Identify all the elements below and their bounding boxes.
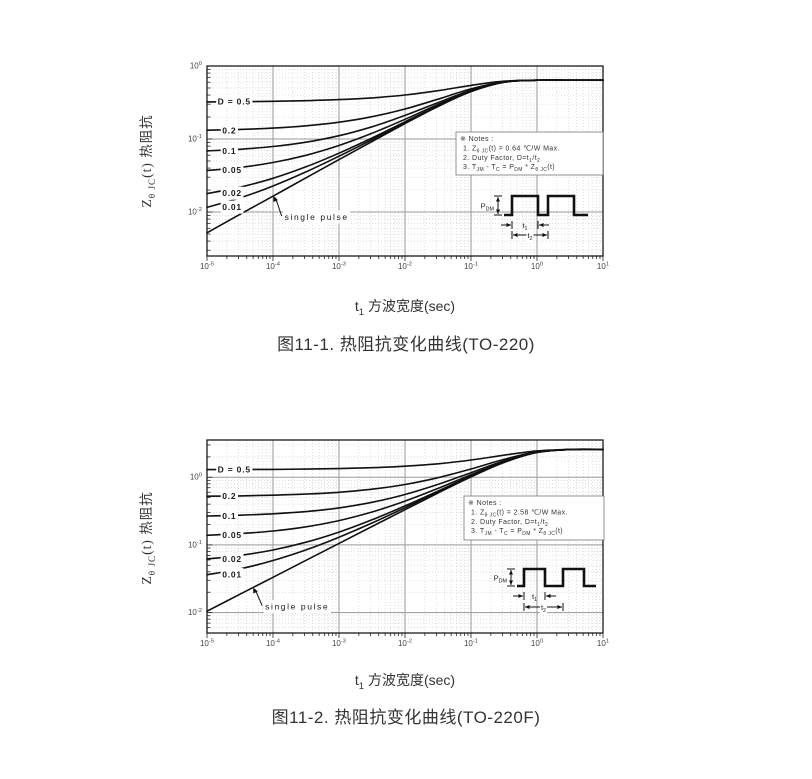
svg-text:0.2: 0.2 <box>222 491 236 501</box>
svg-text:10-3: 10-3 <box>332 262 346 271</box>
svg-text:101: 101 <box>597 639 609 648</box>
svg-text:single pulse: single pulse <box>265 602 329 612</box>
svg-text:10-2: 10-2 <box>188 608 202 617</box>
svg-text:PDM: PDM <box>494 574 508 585</box>
svg-text:0.01: 0.01 <box>222 570 242 580</box>
svg-text:100: 100 <box>190 472 202 481</box>
svg-text:10-1: 10-1 <box>464 262 478 271</box>
thermal-impedance-chart-to220: 10-5 10-4 10-3 10-2 10-1 100 101 100 10-1 10-2 D =… <box>188 61 609 271</box>
svg-text:10-1: 10-1 <box>464 639 478 648</box>
svg-text:0.01: 0.01 <box>222 202 242 212</box>
svg-text:3. TJM - TC = PDM * Zθ JC(t): 3. TJM - TC = PDM * Zθ JC(t) <box>463 164 555 173</box>
svg-text:※ Notes :: ※ Notes : <box>460 136 494 143</box>
svg-text:1. Zθ JC(t) = 0.64 ℃/W Max.: 1. Zθ JC(t) = 0.64 ℃/W Max. <box>463 145 560 154</box>
svg-text:0.1: 0.1 <box>222 511 236 521</box>
svg-text:D = 0.5: D = 0.5 <box>218 96 251 106</box>
svg-text:※ Notes :: ※ Notes : <box>468 500 502 507</box>
svg-text:t2: t2 <box>527 231 532 242</box>
svg-text:100: 100 <box>531 262 543 271</box>
svg-text:100: 100 <box>190 61 202 70</box>
svg-text:10-2: 10-2 <box>398 639 412 648</box>
svg-text:10-1: 10-1 <box>188 540 202 549</box>
svg-text:10-4: 10-4 <box>266 639 281 648</box>
svg-text:100: 100 <box>531 639 543 648</box>
svg-text:3. TJM - TC = PDM * Zθ JC(t): 3. TJM - TC = PDM * Zθ JC(t) <box>471 528 563 537</box>
svg-text:t1: t1 <box>532 592 537 603</box>
svg-text:0.02: 0.02 <box>222 554 242 564</box>
svg-text:t1: t1 <box>522 221 527 232</box>
svg-text:101: 101 <box>597 262 609 271</box>
svg-text:10-2: 10-2 <box>188 207 202 216</box>
svg-text:PDM: PDM <box>481 202 495 213</box>
thermal-impedance-chart-to220f: 10-5 10-4 10-3 10-2 10-1 100 101 100 10-1 10-2 D =… <box>188 439 609 648</box>
svg-text:0.05: 0.05 <box>222 165 242 175</box>
svg-text:2. Duty Factor, D=t1/t2: 2. Duty Factor, D=t1/t2 <box>463 155 540 164</box>
svg-text:single pulse: single pulse <box>285 212 349 222</box>
figure-caption: 图11-2. 热阻抗变化曲线(TO-220F) <box>271 708 541 727</box>
svg-text:1. Zθ JC(t) = 2.58 ℃/W Max.: 1. Zθ JC(t) = 2.58 ℃/W Max. <box>471 509 568 518</box>
svg-text:0.2: 0.2 <box>222 125 236 135</box>
svg-text:0.05: 0.05 <box>222 530 242 540</box>
figure-to220f: 10-5 10-4 10-3 10-2 10-1 100 101 100 10-1 10-2 D =… <box>0 400 812 779</box>
y-axis-label: Zθ JC(t) 热阻抗 <box>139 491 157 585</box>
figure-caption: 图11-1. 热阻抗变化曲线(TO-220) <box>277 335 535 354</box>
svg-text:10-3: 10-3 <box>332 639 346 648</box>
y-axis-label: Zθ JC(t) 热阻抗 <box>139 114 157 208</box>
x-axis-label: t1 方波宽度(sec) <box>354 672 456 692</box>
x-axis-label: t1 方波宽度(sec) <box>354 298 456 318</box>
svg-text:0.1: 0.1 <box>222 146 236 156</box>
svg-text:0.02: 0.02 <box>222 188 242 198</box>
svg-text:10-5: 10-5 <box>200 639 214 648</box>
svg-text:10-4: 10-4 <box>266 262 281 271</box>
svg-text:2. Duty Factor, D=t1/t2: 2. Duty Factor, D=t1/t2 <box>471 519 548 528</box>
svg-text:t2: t2 <box>541 603 546 614</box>
svg-text:10-2: 10-2 <box>398 262 412 271</box>
svg-text:10-1: 10-1 <box>188 134 202 143</box>
svg-text:D = 0.5: D = 0.5 <box>218 464 251 474</box>
figure-to220: 10-5 10-4 10-3 10-2 10-1 100 101 100 10-1 10-2 D =… <box>139 61 609 354</box>
svg-text:10-5: 10-5 <box>200 262 214 271</box>
